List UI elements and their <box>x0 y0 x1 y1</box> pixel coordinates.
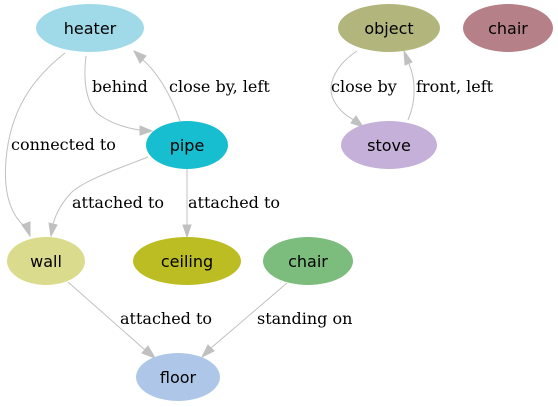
node-pipe[interactable]: pipe <box>146 121 228 169</box>
edge-label-wall-floor: attached to <box>120 309 212 328</box>
edge-pipe-ceiling: attached to <box>182 169 280 239</box>
node-pipe-shape <box>146 121 228 169</box>
node-chair-top-shape <box>463 4 553 52</box>
edge-chair-floor: standing on <box>200 282 352 359</box>
edge-pipe-heater: close by, left <box>132 50 270 122</box>
nodes: heater object chair pipe stove wall ceil… <box>7 4 553 401</box>
node-wall-label: wall <box>30 252 62 271</box>
node-ceiling-label: ceiling <box>161 252 213 271</box>
node-ceiling-shape <box>133 237 241 285</box>
edge-label-close-by: close by <box>331 77 397 96</box>
node-floor[interactable]: floor <box>136 353 220 401</box>
edge-label-pipe-ceiling: attached to <box>188 193 280 212</box>
node-chair-shape <box>263 237 353 285</box>
edge-pipe-wall: attached to <box>48 156 164 238</box>
node-chair-label: chair <box>288 252 328 271</box>
edge-label-behind: behind <box>92 77 148 96</box>
node-chair-top-label: chair <box>488 19 528 38</box>
node-object[interactable]: object <box>338 4 440 52</box>
node-chair[interactable]: chair <box>263 237 353 285</box>
edge-label-close-by-left: close by, left <box>169 77 270 96</box>
node-heater-shape <box>36 4 144 52</box>
node-stove-shape <box>341 121 437 169</box>
edge-object-stove: close by <box>330 50 397 128</box>
node-ceiling[interactable]: ceiling <box>133 237 241 285</box>
node-stove-label: stove <box>367 136 411 155</box>
node-floor-shape <box>136 353 220 401</box>
edge-stove-object: front, left <box>403 49 494 121</box>
edge-label-connected-to: connected to <box>11 135 116 154</box>
edge-heater-pipe: behind <box>84 55 154 136</box>
edge-wall-floor: attached to <box>67 281 212 359</box>
node-wall[interactable]: wall <box>7 237 85 285</box>
node-heater-label: heater <box>64 19 117 38</box>
node-object-shape <box>338 4 440 52</box>
edge-label-front-left: front, left <box>416 77 494 96</box>
node-chair-top[interactable]: chair <box>463 4 553 52</box>
node-object-label: object <box>364 19 413 38</box>
node-heater[interactable]: heater <box>36 4 144 52</box>
edges: behind close by, left connected to attac… <box>4 49 494 359</box>
node-stove[interactable]: stove <box>341 121 437 169</box>
edge-heater-wall: connected to <box>4 52 116 238</box>
node-pipe-label: pipe <box>170 136 205 155</box>
node-floor-label: floor <box>160 368 197 387</box>
node-wall-shape <box>7 237 85 285</box>
edge-label-standing-on: standing on <box>257 309 352 328</box>
edge-label-pipe-wall: attached to <box>72 193 164 212</box>
